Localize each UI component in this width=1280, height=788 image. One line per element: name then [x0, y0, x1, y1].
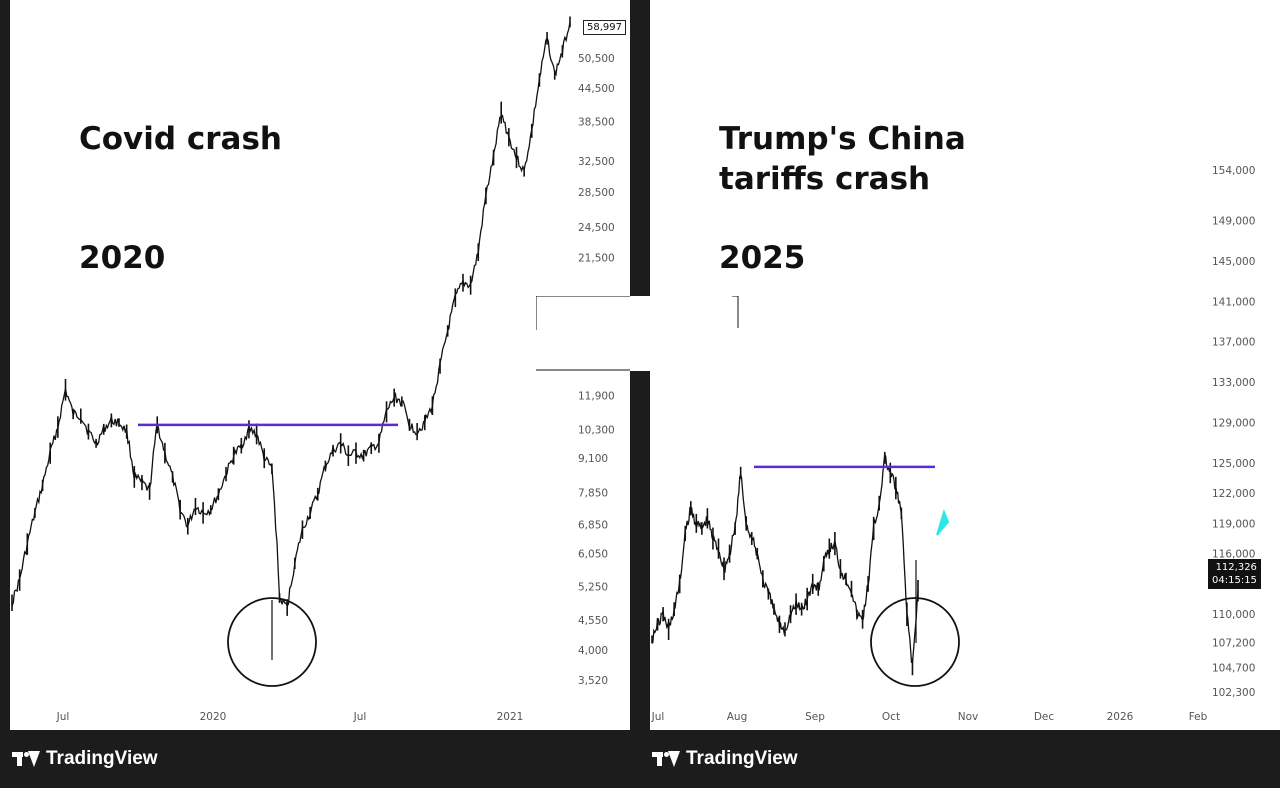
right-last-price-value: 112,326	[1215, 562, 1257, 573]
x-tick-label: Feb	[1189, 711, 1208, 723]
right-year: 2025	[719, 240, 806, 276]
x-tick-label: Sep	[805, 711, 825, 723]
crash-annotation-circle	[870, 597, 960, 687]
x-tick-label: 2020	[200, 711, 227, 723]
x-tick-label: Jul	[353, 711, 367, 723]
y-tick-label: 11,900	[578, 391, 615, 403]
footer-brand-right[interactable]: TradingView	[652, 744, 798, 774]
right-last-price-label: 112,326 04:15:15	[1208, 559, 1261, 589]
right-title-line2: tariffs crash	[719, 161, 931, 197]
cyan-marker-icon	[936, 508, 950, 536]
crash-annotation-circle	[227, 597, 317, 687]
y-tick-label: 5,250	[578, 582, 608, 594]
left-chart-svg[interactable]: 50,500 44,500 38,500 32,500 28,500 24,500 21,5…	[10, 0, 630, 730]
right-chart-svg[interactable]: 154,000 149,000 145,000 141,000 137,000 133,0…	[650, 0, 1280, 730]
x-tick-label: Oct	[882, 711, 900, 723]
y-tick-label: 6,050	[578, 549, 608, 561]
y-tick-label: 141,000	[1212, 296, 1255, 308]
right-title-line1: Trump's China	[719, 121, 966, 157]
y-tick-label: 50,500	[578, 53, 615, 65]
y-tick-label: 102,300	[1212, 687, 1255, 699]
tradingview-logo-icon	[12, 751, 40, 767]
y-tick-label: 38,500	[578, 117, 615, 129]
y-tick-label: 3,520	[578, 675, 608, 687]
y-tick-label: 21,500	[578, 253, 615, 265]
x-tick-label: Jul	[56, 711, 70, 723]
y-tick-label: 110,000	[1212, 609, 1255, 621]
y-tick-label: 122,000	[1212, 488, 1255, 500]
y-tick-label: 4,000	[578, 645, 608, 657]
y-tick-label: 116,000	[1212, 549, 1255, 561]
left-title: Covid crash	[79, 121, 282, 157]
tradingview-logo-icon	[652, 751, 680, 767]
y-tick-label: 119,000	[1212, 518, 1255, 530]
x-tick-label: Jul	[651, 711, 665, 723]
y-tick-label: 145,000	[1212, 256, 1255, 268]
brand-name: TradingView	[46, 748, 158, 769]
x-tick-label: Dec	[1034, 711, 1055, 723]
chart-panel-left: 50,500 44,500 38,500 32,500 28,500 24,500 21,5…	[10, 0, 630, 730]
x-tick-label: Aug	[727, 711, 748, 723]
right-countdown: 04:15:15	[1212, 575, 1257, 586]
x-tick-label: 2021	[497, 711, 524, 723]
y-tick-label: 107,200	[1212, 637, 1255, 649]
y-tick-label: 149,000	[1212, 216, 1255, 228]
brand-name: TradingView	[686, 748, 798, 769]
y-tick-label: 6,850	[578, 520, 608, 532]
left-last-price-label: 58,997	[583, 20, 626, 35]
y-tick-label: 4,550	[578, 615, 608, 627]
chart-panel-right: 154,000 149,000 145,000 141,000 137,000 133,0…	[650, 0, 1280, 730]
price-series-line	[11, 21, 571, 608]
x-tick-label: Nov	[958, 711, 979, 723]
footer-brand-left[interactable]: TradingView	[12, 744, 158, 774]
panel-connector-patch	[536, 296, 736, 371]
left-year: 2020	[79, 240, 166, 276]
y-tick-label: 32,500	[578, 156, 615, 168]
y-tick-label: 104,700	[1212, 663, 1255, 675]
y-tick-label: 133,000	[1212, 377, 1255, 389]
y-tick-label: 44,500	[578, 83, 615, 95]
y-tick-label: 9,100	[578, 453, 608, 465]
y-tick-label: 10,300	[578, 424, 615, 436]
connector-lines	[536, 296, 739, 371]
y-tick-label: 137,000	[1212, 337, 1255, 349]
y-tick-label: 129,000	[1212, 417, 1255, 429]
y-tick-label: 154,000	[1212, 165, 1255, 177]
y-tick-label: 28,500	[578, 187, 615, 199]
y-tick-label: 7,850	[578, 488, 608, 500]
y-tick-label: 24,500	[578, 222, 615, 234]
x-tick-label: 2026	[1107, 711, 1134, 723]
y-tick-label: 125,000	[1212, 458, 1255, 470]
